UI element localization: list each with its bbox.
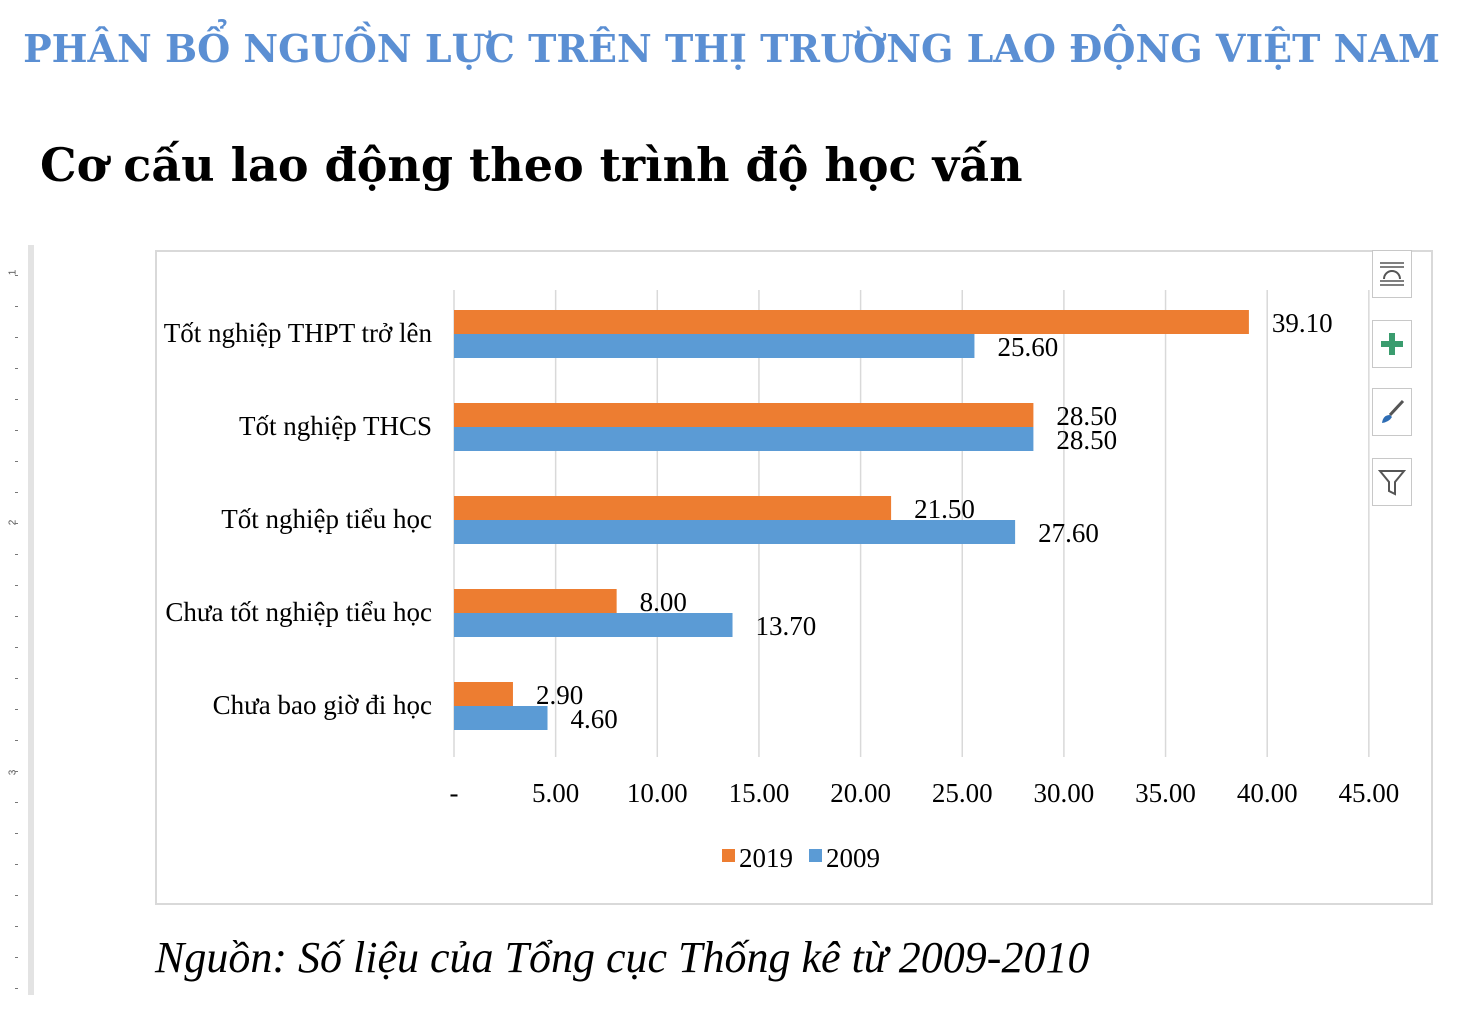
bar bbox=[454, 427, 1034, 451]
ruler-tick bbox=[15, 492, 18, 493]
ruler-tick bbox=[15, 895, 18, 896]
x-tick-label: 35.00 bbox=[1135, 778, 1196, 808]
category-label: Tốt nghiệp tiểu học bbox=[221, 504, 432, 534]
x-tick-label: 20.00 bbox=[830, 778, 891, 808]
x-tick-label: 15.00 bbox=[729, 778, 790, 808]
data-label: 28.50 bbox=[1056, 425, 1117, 455]
bar bbox=[454, 496, 892, 520]
ruler-tick bbox=[15, 864, 18, 865]
bar bbox=[454, 334, 975, 358]
legend-label: 2009 bbox=[826, 843, 880, 873]
ruler-tick bbox=[15, 740, 18, 741]
ruler-tick bbox=[15, 523, 18, 524]
bar bbox=[454, 706, 548, 730]
ruler-tick bbox=[15, 833, 18, 834]
bar bbox=[454, 613, 733, 637]
bar bbox=[454, 589, 617, 613]
vertical-ruler: 1 2 3 bbox=[0, 245, 36, 995]
bar-chart: Tốt nghiệp THPT trở lên 39.10 25.60 Tốt ngh… bbox=[164, 290, 1399, 873]
ruler-tick bbox=[15, 771, 18, 772]
page-subheading: Cơ cấu lao động theo trình độ học vấn bbox=[40, 138, 1023, 192]
chart-area[interactable]: Tốt nghiệp THPT trở lên 39.10 25.60 Tốt ngh… bbox=[155, 250, 1433, 905]
chart-styles-icon bbox=[1382, 399, 1405, 423]
ruler-tick bbox=[15, 368, 18, 369]
page-heading: PHÂN BỔ NGUỒN LỰC TRÊN THỊ TRƯỜNG LAO ĐỘ… bbox=[23, 26, 1440, 71]
x-tick-label: 40.00 bbox=[1237, 778, 1298, 808]
ruler-tick bbox=[15, 430, 18, 431]
x-tick-label: 30.00 bbox=[1034, 778, 1095, 808]
data-label: 25.60 bbox=[997, 332, 1058, 362]
ruler-tick bbox=[15, 461, 18, 462]
x-tick-label: 5.00 bbox=[532, 778, 579, 808]
legend-swatch bbox=[809, 849, 822, 862]
category-label: Tốt nghiệp THCS bbox=[239, 411, 432, 441]
layout-options-button[interactable] bbox=[1372, 250, 1412, 298]
bar bbox=[454, 682, 513, 706]
data-label: 13.70 bbox=[756, 611, 817, 641]
ruler-tick bbox=[15, 585, 18, 586]
ruler-tick bbox=[15, 802, 18, 803]
source-note: Nguồn: Số liệu của Tổng cục Thống kê từ … bbox=[155, 933, 1090, 982]
ruler-tick bbox=[15, 275, 18, 276]
ruler-tick bbox=[15, 337, 18, 338]
ruler-tick bbox=[15, 709, 18, 710]
data-label: 2.90 bbox=[536, 680, 583, 710]
ruler-tick bbox=[15, 988, 18, 989]
category-label: Chưa bao giờ đi học bbox=[213, 690, 432, 720]
chart-elements-button[interactable] bbox=[1372, 320, 1412, 368]
data-label: 8.00 bbox=[640, 587, 687, 617]
ruler-tick bbox=[15, 554, 18, 555]
category-label: Chưa tốt nghiệp tiểu học bbox=[165, 597, 432, 627]
bar bbox=[454, 520, 1016, 544]
x-tick-label: 45.00 bbox=[1338, 778, 1399, 808]
data-label: 28.50 bbox=[1056, 401, 1117, 431]
ruler-bar bbox=[28, 245, 34, 995]
ruler-tick bbox=[15, 616, 18, 617]
x-tick-label: - bbox=[450, 778, 459, 808]
x-tick-label: 25.00 bbox=[932, 778, 993, 808]
legend-label: 2019 bbox=[739, 843, 793, 873]
data-label: 21.50 bbox=[914, 494, 975, 524]
category-label: Tốt nghiệp THPT trở lên bbox=[164, 318, 433, 348]
layout-options-icon bbox=[1380, 262, 1404, 286]
bar bbox=[454, 403, 1034, 427]
chart-styles-button[interactable] bbox=[1372, 388, 1412, 436]
ruler-tick bbox=[15, 399, 18, 400]
chart-elements-icon bbox=[1381, 333, 1403, 355]
x-tick-label: 10.00 bbox=[627, 778, 688, 808]
ruler-tick bbox=[15, 926, 18, 927]
data-label: 27.60 bbox=[1038, 518, 1099, 548]
chart-filters-button[interactable] bbox=[1372, 458, 1412, 506]
data-label: 39.10 bbox=[1272, 308, 1333, 338]
bar bbox=[454, 310, 1249, 334]
chart-filters-icon bbox=[1377, 470, 1407, 496]
legend-swatch bbox=[722, 849, 735, 862]
data-label: 4.60 bbox=[571, 704, 618, 734]
ruler-tick bbox=[15, 647, 18, 648]
ruler-tick bbox=[15, 678, 18, 679]
ruler-tick bbox=[15, 306, 18, 307]
ruler-tick bbox=[15, 957, 18, 958]
